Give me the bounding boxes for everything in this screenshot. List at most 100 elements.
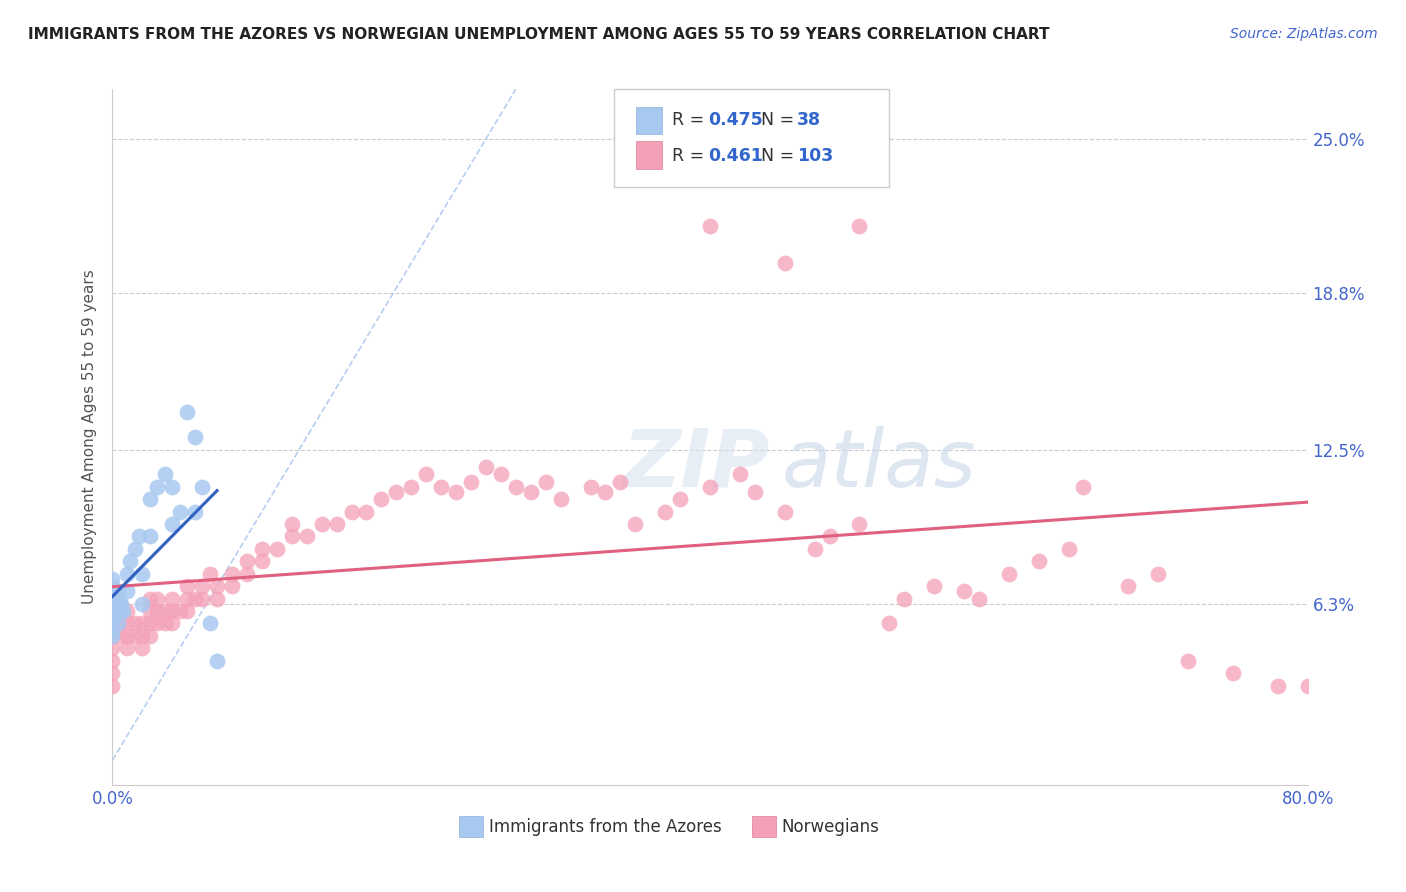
Point — [111, 604, 134, 618]
Text: N =: N = — [762, 112, 800, 129]
Y-axis label: Unemployment Among Ages 55 to 59 years: Unemployment Among Ages 55 to 59 years — [82, 269, 97, 605]
Point — [176, 405, 198, 419]
Point — [146, 616, 169, 631]
FancyBboxPatch shape — [636, 141, 662, 169]
Point — [221, 579, 243, 593]
Point — [139, 591, 162, 606]
Point — [893, 591, 915, 606]
Point — [624, 516, 647, 531]
Point — [120, 554, 142, 568]
Point — [489, 467, 512, 482]
Point — [579, 480, 602, 494]
Point — [101, 599, 124, 613]
Point — [131, 597, 153, 611]
Point — [295, 529, 318, 543]
Point — [1147, 566, 1170, 581]
Point — [169, 604, 191, 618]
Point — [162, 591, 183, 606]
Point — [162, 616, 183, 631]
FancyBboxPatch shape — [636, 106, 662, 135]
Point — [325, 516, 347, 531]
Point — [654, 505, 676, 519]
Point — [139, 604, 162, 618]
Point — [191, 480, 214, 494]
Point — [101, 597, 124, 611]
Point — [505, 480, 527, 494]
Point — [198, 616, 221, 631]
Text: 0.461: 0.461 — [707, 147, 762, 165]
Point — [107, 616, 129, 631]
Point — [415, 467, 437, 482]
Point — [131, 566, 153, 581]
Point — [609, 475, 631, 489]
Point — [107, 584, 129, 599]
Point — [117, 584, 139, 599]
Point — [176, 579, 198, 593]
Point — [101, 609, 124, 624]
Point — [803, 541, 825, 556]
Point — [117, 566, 139, 581]
Point — [117, 604, 139, 618]
Point — [818, 529, 841, 543]
Text: Immigrants from the Azores: Immigrants from the Azores — [489, 818, 721, 836]
Point — [162, 480, 183, 494]
Point — [340, 505, 363, 519]
Point — [101, 584, 124, 599]
Point — [370, 492, 392, 507]
Point — [101, 616, 124, 631]
Point — [250, 554, 273, 568]
Text: ZIP: ZIP — [623, 425, 770, 504]
Point — [101, 591, 124, 606]
Point — [198, 566, 221, 581]
Point — [236, 554, 259, 568]
Point — [311, 516, 333, 531]
Point — [117, 629, 139, 643]
Point — [953, 584, 976, 599]
Point — [124, 616, 146, 631]
Text: R =: R = — [672, 112, 710, 129]
Point — [236, 566, 259, 581]
Point — [139, 529, 162, 543]
Point — [101, 597, 124, 611]
Point — [699, 480, 721, 494]
Point — [176, 604, 198, 618]
Point — [1057, 541, 1080, 556]
Point — [205, 579, 228, 593]
Point — [879, 616, 901, 631]
Point — [101, 641, 124, 656]
Point — [101, 654, 124, 668]
Point — [101, 604, 124, 618]
Text: Norwegians: Norwegians — [782, 818, 880, 836]
Point — [183, 591, 205, 606]
Point — [153, 467, 176, 482]
Point — [108, 604, 131, 618]
Point — [108, 629, 131, 643]
Point — [744, 484, 766, 499]
Point — [221, 566, 243, 581]
Point — [183, 430, 205, 444]
Point — [444, 484, 467, 499]
Point — [110, 597, 132, 611]
Point — [108, 597, 131, 611]
Point — [139, 492, 162, 507]
Point — [191, 591, 214, 606]
Point — [281, 516, 304, 531]
FancyBboxPatch shape — [458, 816, 484, 837]
Point — [105, 591, 128, 606]
Point — [773, 256, 796, 270]
Text: R =: R = — [672, 147, 710, 165]
Point — [169, 505, 191, 519]
Point — [1267, 679, 1289, 693]
FancyBboxPatch shape — [614, 89, 889, 186]
Point — [153, 604, 176, 618]
Point — [176, 591, 198, 606]
Point — [153, 616, 176, 631]
Point — [191, 579, 214, 593]
Point — [104, 597, 127, 611]
Point — [162, 604, 183, 618]
Point — [108, 616, 131, 631]
Point — [595, 484, 617, 499]
Point — [728, 467, 751, 482]
Point — [475, 459, 498, 474]
Point — [773, 505, 796, 519]
